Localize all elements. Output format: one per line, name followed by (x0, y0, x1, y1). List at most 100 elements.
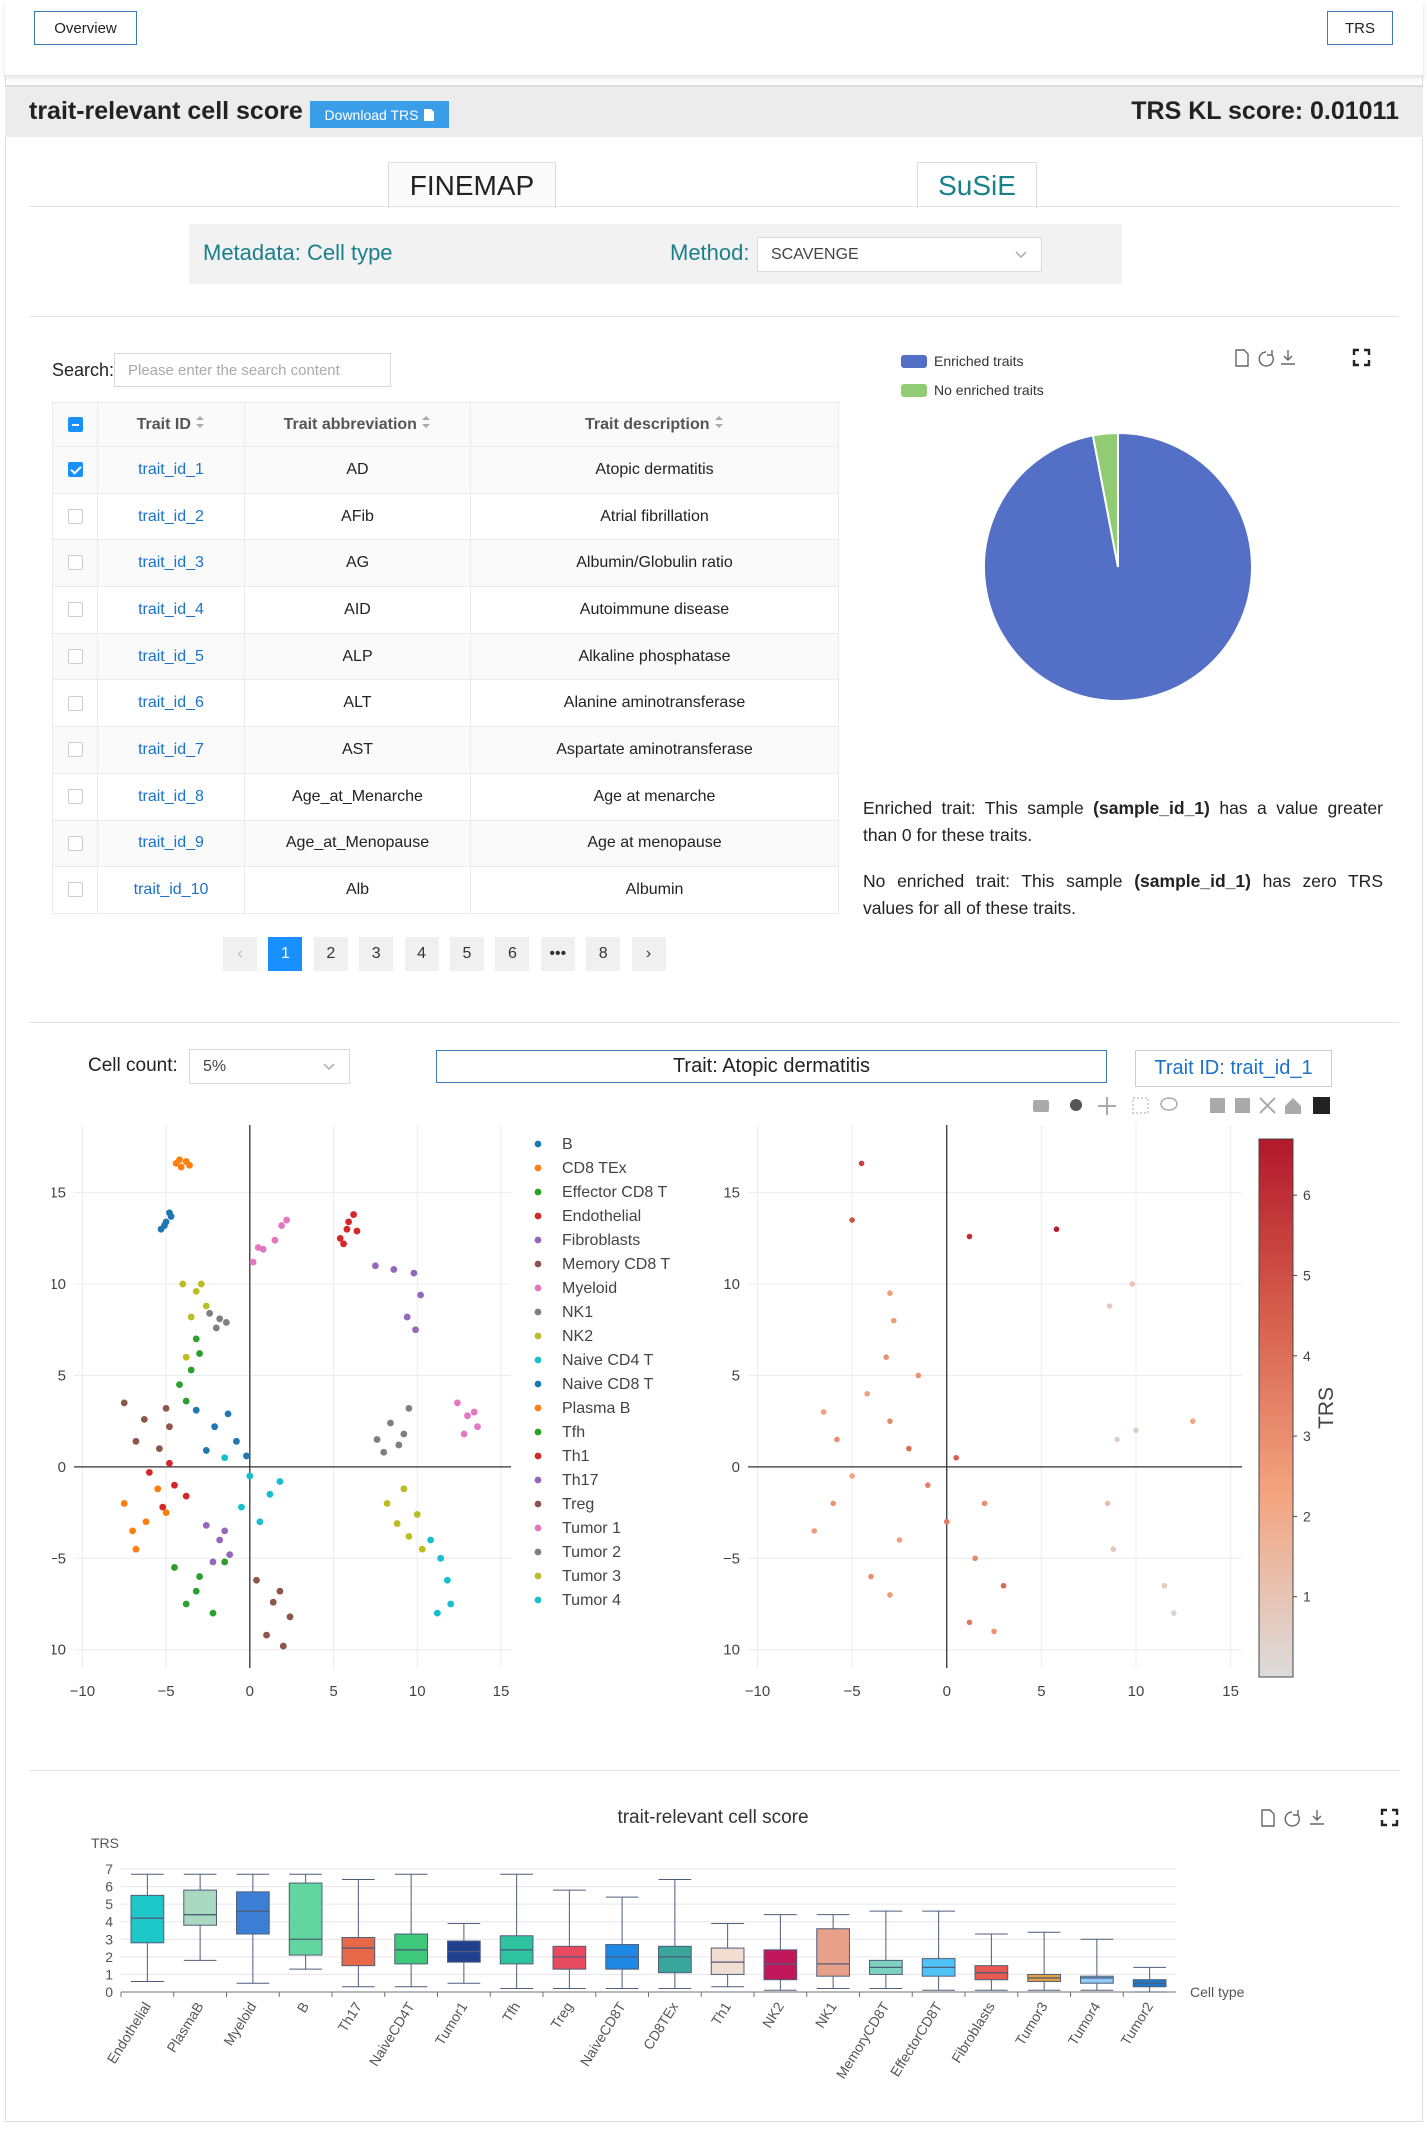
checkbox[interactable] (67, 648, 83, 664)
row-select[interactable] (52, 539, 98, 588)
checkbox[interactable] (67, 788, 83, 804)
checkbox[interactable] (67, 835, 83, 851)
row-select[interactable] (52, 632, 98, 681)
page-button[interactable]: 5 (450, 937, 484, 971)
legend-label[interactable]: Tumor 4 (562, 1592, 621, 1609)
box[interactable] (130, 1894, 165, 1944)
column-header[interactable]: Trait ID (97, 402, 245, 447)
data-view-icon[interactable] (1261, 1809, 1275, 1827)
legend-label[interactable]: Endothelial (562, 1208, 641, 1225)
cell-count-select[interactable]: 5% (189, 1049, 350, 1084)
fullscreen-icon[interactable] (1352, 348, 1371, 367)
trait-id-box[interactable]: Trait ID: trait_id_1 (1135, 1050, 1332, 1087)
row-select[interactable] (52, 819, 98, 868)
save-icon[interactable] (1281, 350, 1295, 365)
legend-label[interactable]: Naive CD4 T (562, 1352, 654, 1369)
row-select[interactable] (52, 586, 98, 634)
box[interactable] (288, 1882, 323, 1956)
pie-slice[interactable] (1091, 431, 1119, 568)
legend-label[interactable]: Tumor 1 (562, 1520, 621, 1537)
legend-label[interactable]: Tumor 2 (562, 1544, 621, 1561)
checkbox[interactable] (67, 555, 83, 571)
zoom-icon[interactable] (1070, 1099, 1082, 1111)
legend-label[interactable]: Treg (562, 1496, 594, 1513)
legend-label[interactable]: CD8 TEx (562, 1160, 627, 1177)
restore-icon[interactable] (1284, 1810, 1300, 1827)
checkbox[interactable] (67, 882, 83, 898)
page-button[interactable]: 2 (313, 937, 348, 971)
legend-label[interactable]: Memory CD8 T (562, 1256, 670, 1273)
checkbox[interactable] (67, 602, 83, 618)
reset-icon[interactable] (1285, 1098, 1301, 1114)
trait-id-link[interactable]: trait_id_7 (97, 726, 245, 774)
legend-label[interactable]: Enriched traits (934, 353, 1023, 369)
trait-id-link[interactable]: trait_id_2 (97, 492, 245, 541)
legend-label[interactable]: Tfh (562, 1424, 585, 1441)
camera-icon[interactable] (1033, 1100, 1049, 1112)
legend-label[interactable]: Th17 (562, 1472, 599, 1489)
page-button[interactable]: ‹ (223, 937, 257, 971)
legend-label[interactable]: Naive CD8 T (562, 1376, 654, 1393)
page-button[interactable]: 6 (495, 937, 530, 971)
box[interactable] (236, 1891, 270, 1935)
box[interactable] (552, 1945, 587, 1970)
select-all[interactable] (52, 402, 98, 447)
box[interactable] (658, 1945, 692, 1974)
restore-icon[interactable] (1258, 350, 1274, 367)
plotly-logo[interactable] (1313, 1097, 1330, 1114)
checkbox[interactable] (67, 742, 83, 758)
checkbox[interactable] (67, 508, 83, 524)
row-select[interactable] (52, 492, 98, 541)
data-view-icon[interactable] (1235, 349, 1249, 367)
box[interactable] (1080, 1975, 1114, 1984)
lasso-icon[interactable] (1160, 1097, 1178, 1111)
legend-label[interactable]: B (562, 1136, 573, 1153)
trait-id-link[interactable]: trait_id_4 (97, 586, 245, 634)
box[interactable] (341, 1937, 376, 1967)
row-select[interactable] (52, 726, 98, 774)
box[interactable] (710, 1947, 745, 1975)
trait-id-link[interactable]: trait_id_9 (97, 819, 245, 868)
tab[interactable]: SuSiE (917, 162, 1037, 208)
page-button[interactable]: 4 (404, 937, 439, 971)
box[interactable] (763, 1949, 798, 1981)
column-header[interactable]: Trait abbreviation (244, 402, 471, 447)
row-select[interactable] (52, 866, 98, 914)
box[interactable] (816, 1928, 850, 1977)
checkbox[interactable] (67, 462, 83, 478)
legend-label[interactable]: Fibroblasts (562, 1232, 640, 1249)
page-button[interactable]: 1 (268, 937, 303, 971)
legend-label[interactable]: Th1 (562, 1448, 590, 1465)
trait-id-link[interactable]: trait_id_1 (97, 446, 245, 494)
method-select[interactable]: SCAVENGE (757, 237, 1042, 272)
page-button[interactable]: ••• (540, 937, 575, 971)
overview-button[interactable]: Overview (34, 11, 137, 45)
box[interactable] (394, 1933, 428, 1965)
legend-label[interactable]: Myeloid (562, 1280, 617, 1297)
column-header[interactable]: Trait description (470, 402, 839, 447)
search-input[interactable]: Please enter the search content (114, 353, 391, 387)
trait-id-link[interactable]: trait_id_5 (97, 632, 245, 681)
checkbox[interactable] (67, 695, 83, 711)
trait-id-link[interactable]: trait_id_10 (97, 866, 245, 914)
zoom-out-icon[interactable] (1235, 1098, 1250, 1113)
pan-icon[interactable] (1098, 1097, 1116, 1115)
trait-id-link[interactable]: trait_id_6 (97, 679, 245, 728)
legend-label[interactable]: Plasma B (562, 1400, 630, 1417)
page-button[interactable]: › (631, 937, 666, 971)
legend-label[interactable]: NK2 (562, 1328, 593, 1345)
select-icon[interactable] (1132, 1097, 1149, 1114)
legend-label[interactable]: Tumor 3 (562, 1568, 621, 1585)
row-select[interactable] (52, 446, 98, 494)
download-button[interactable]: Download TRS (310, 101, 449, 128)
tab[interactable]: FINEMAP (388, 162, 556, 208)
box[interactable] (183, 1889, 217, 1926)
legend-label[interactable]: No enriched traits (934, 382, 1044, 398)
fullscreen-icon[interactable] (1380, 1808, 1399, 1827)
save-icon[interactable] (1310, 1810, 1324, 1825)
trs-button[interactable]: TRS (1327, 11, 1393, 45)
row-select[interactable] (52, 679, 98, 728)
autoscale-icon[interactable] (1259, 1097, 1276, 1114)
page-button[interactable]: 3 (359, 937, 394, 971)
row-select[interactable] (52, 772, 98, 821)
